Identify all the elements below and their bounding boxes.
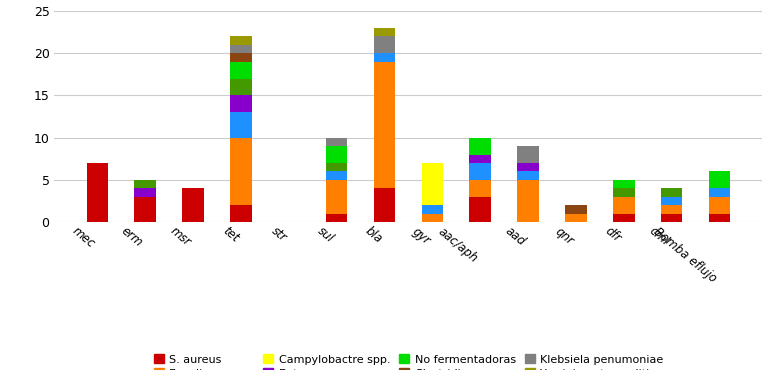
Bar [613,180,635,188]
Bar [661,205,682,213]
Bar [230,62,252,78]
Bar [661,213,682,222]
Bar [135,180,156,188]
Bar [326,138,348,146]
Bar [326,180,348,213]
Bar [469,138,491,155]
Bar [709,213,731,222]
Bar [709,171,731,188]
Bar [517,180,539,222]
Bar [469,180,491,197]
Bar [373,53,395,62]
Bar [709,197,731,213]
Bar [422,163,443,205]
Bar [613,188,635,197]
Bar [373,62,395,188]
Bar [373,28,395,36]
Bar [230,138,252,205]
Bar [326,213,348,222]
Bar [373,36,395,53]
Bar [230,78,252,95]
Bar [613,213,635,222]
Bar [469,155,491,163]
Bar [230,36,252,45]
Bar [230,95,252,112]
Bar [469,163,491,180]
Bar [326,146,348,163]
Bar [230,45,252,53]
Bar [565,205,587,213]
Bar [326,163,348,171]
Bar [135,197,156,222]
Bar [613,197,635,213]
Bar [661,188,682,197]
Bar [373,188,395,222]
Bar [469,197,491,222]
Bar [135,188,156,197]
Bar [661,197,682,205]
Bar [230,205,252,222]
Bar [230,112,252,138]
Bar [422,213,443,222]
Bar [326,171,348,180]
Bar [182,188,204,222]
Bar [422,205,443,213]
Legend: S. aureus, E. coli, Salmonella spp, Campylobactre spp., Enterococcus spp, Strept: S. aureus, E. coli, Salmonella spp, Camp… [149,350,668,370]
Bar [517,163,539,171]
Bar [230,53,252,62]
Bar [709,188,731,197]
Bar [517,171,539,180]
Bar [86,163,108,222]
Bar [517,146,539,163]
Bar [565,213,587,222]
